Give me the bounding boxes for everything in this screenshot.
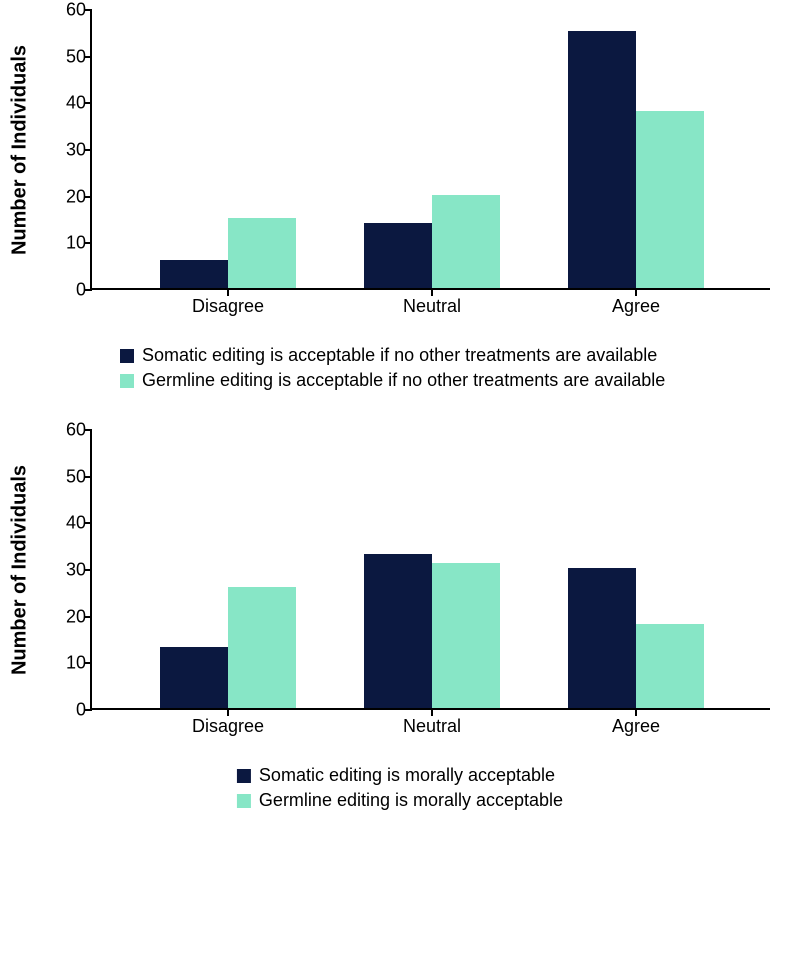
chart2-bar — [364, 554, 432, 708]
chart2-ytick-label: 20 — [66, 606, 92, 627]
chart1-legend-item: Germline editing is acceptable if no oth… — [120, 370, 665, 391]
chart2-bar — [228, 587, 296, 708]
chart2-ytick-label: 50 — [66, 466, 92, 487]
chart1-ytick-label: 20 — [66, 186, 92, 207]
chart1-ytick-label: 30 — [66, 140, 92, 161]
chart2-ytick-label: 0 — [76, 700, 92, 721]
chart1-legend-item: Somatic editing is acceptable if no othe… — [120, 345, 665, 366]
chart2-ytick-label: 40 — [66, 513, 92, 534]
chart1-ytick-label: 10 — [66, 233, 92, 254]
chart1-bar — [160, 260, 228, 288]
chart2-bar — [432, 563, 500, 708]
chart1-bar — [568, 31, 636, 288]
chart1-legend-swatch — [120, 374, 134, 388]
chart1-plot-area: 0102030405060DisagreeNeutralAgree — [90, 10, 770, 290]
chart1-y-axis-title: Number of Individuals — [9, 45, 32, 255]
chart2-legend-swatch — [237, 769, 251, 783]
chart1-container: 0102030405060DisagreeNeutralAgree Number … — [0, 10, 800, 340]
chart2-plot-area: 0102030405060DisagreeNeutralAgree — [90, 430, 770, 710]
chart2-legend-label: Somatic editing is morally acceptable — [259, 765, 555, 786]
chart2-bar — [636, 624, 704, 708]
chart1-legend: Somatic editing is acceptable if no othe… — [120, 345, 665, 391]
chart2-bar — [160, 647, 228, 708]
chart1-xtick-label: Neutral — [403, 288, 461, 317]
chart1-legend-swatch — [120, 349, 134, 363]
chart1-bar — [636, 111, 704, 288]
chart2-xtick-label: Disagree — [192, 708, 264, 737]
chart2-ytick-label: 10 — [66, 653, 92, 674]
chart1-bar — [364, 223, 432, 288]
chart2-legend: Somatic editing is morally acceptable Ger… — [237, 765, 563, 811]
chart2-bar — [568, 568, 636, 708]
chart2-legend-swatch — [237, 794, 251, 808]
chart2-y-axis-title: Number of Individuals — [9, 465, 32, 675]
chart1-ytick-label: 60 — [66, 0, 92, 21]
chart1-legend-label: Somatic editing is acceptable if no othe… — [142, 345, 657, 366]
chart2-legend-item: Germline editing is morally acceptable — [237, 790, 563, 811]
chart2-xtick-label: Neutral — [403, 708, 461, 737]
chart2-legend-item: Somatic editing is morally acceptable — [237, 765, 555, 786]
chart2-container: 0102030405060DisagreeNeutralAgree Number … — [0, 430, 800, 760]
chart1-ytick-label: 50 — [66, 46, 92, 67]
chart1-bar — [432, 195, 500, 288]
chart1-xtick-label: Agree — [612, 288, 660, 317]
chart1-xtick-label: Disagree — [192, 288, 264, 317]
chart2-ytick-label: 60 — [66, 420, 92, 441]
chart2-ytick-label: 30 — [66, 560, 92, 581]
chart1-bar — [228, 218, 296, 288]
chart2-legend-label: Germline editing is morally acceptable — [259, 790, 563, 811]
chart2-xtick-label: Agree — [612, 708, 660, 737]
chart1-ytick-label: 40 — [66, 93, 92, 114]
chart1-ytick-label: 0 — [76, 280, 92, 301]
chart1-legend-label: Germline editing is acceptable if no oth… — [142, 370, 665, 391]
